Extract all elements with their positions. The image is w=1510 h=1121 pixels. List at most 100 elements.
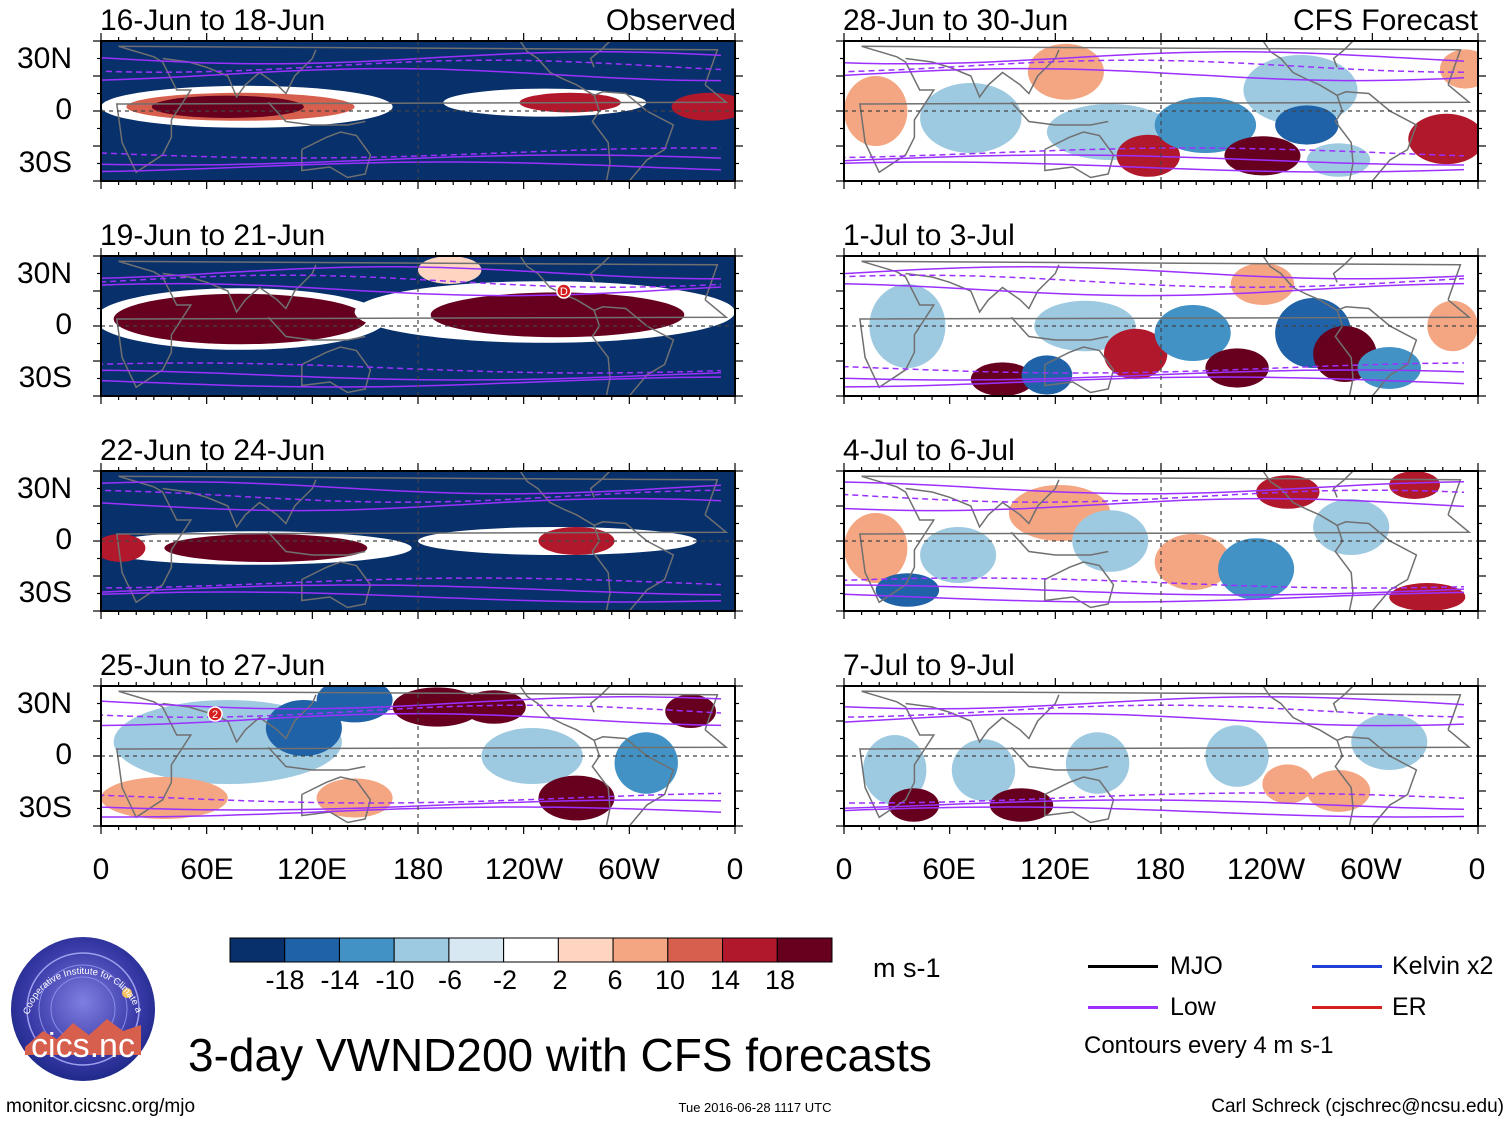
storm-marker-label: D <box>560 286 568 298</box>
coastline <box>162 694 317 744</box>
coastline <box>859 260 1472 389</box>
anomaly-blob <box>1313 499 1390 555</box>
coastline <box>1044 131 1115 179</box>
colorbar-tick: 14 <box>709 965 741 995</box>
coastline <box>905 694 1060 744</box>
colorbar-tick: 2 <box>552 965 568 995</box>
anomaly-blob <box>888 788 940 822</box>
low-contour <box>844 51 1465 65</box>
map-panel-p2 <box>836 33 1486 189</box>
colorbar-tick: -2 <box>492 965 517 995</box>
anomaly-blob <box>1103 328 1168 380</box>
low-contour <box>844 369 1465 381</box>
anomaly-blob <box>1154 305 1231 361</box>
coastline <box>115 475 729 604</box>
coastline <box>1044 776 1115 824</box>
anomaly-blob <box>1224 136 1301 176</box>
low-contour <box>101 362 722 374</box>
colorbar-swatch <box>667 937 724 963</box>
low-contour <box>844 161 1465 173</box>
low-contour <box>844 67 1465 82</box>
low-contour <box>844 792 1465 804</box>
y-tick-30s: 30S <box>18 576 72 609</box>
anomaly-blob <box>265 700 342 756</box>
coastline <box>1332 256 1355 283</box>
low-contour <box>844 712 1465 727</box>
footer-author[interactable]: Carl Schreck (cjschrec@ncsu.edu) <box>1211 1096 1504 1117</box>
low-contour <box>101 266 722 280</box>
low-contour <box>844 497 1465 512</box>
anomaly-blob <box>1021 355 1073 395</box>
low-contour <box>101 704 722 718</box>
low-contour <box>844 147 1465 159</box>
anomaly-blob <box>671 92 735 121</box>
legend-er-line <box>1312 1006 1382 1009</box>
coastline <box>1334 306 1418 396</box>
y-tick-30n: 30N <box>16 42 72 75</box>
low-contour <box>844 266 1465 280</box>
low-contour <box>101 274 722 288</box>
colorbar-swatch <box>448 937 505 963</box>
anomaly-blob <box>1243 55 1358 125</box>
x-tick-60e: 60E <box>180 853 234 886</box>
coastline <box>1332 471 1355 498</box>
coastline <box>1010 746 1109 771</box>
low-contour <box>844 584 1465 596</box>
coastline <box>1334 91 1418 181</box>
colorbar-swatch <box>338 937 395 963</box>
low-contour <box>101 489 722 503</box>
panel-2-period: 28-Jun to 30-Jun <box>843 4 1069 37</box>
low-contour <box>844 489 1465 503</box>
coastline <box>519 471 595 526</box>
low-contour <box>844 274 1465 288</box>
low-contour <box>101 584 722 596</box>
low-contour <box>101 376 722 388</box>
low-contour <box>101 792 722 804</box>
low-contour <box>101 59 722 73</box>
map-panel-p6 <box>836 463 1486 619</box>
low-contour <box>844 154 1464 166</box>
coastline <box>267 531 366 556</box>
anomaly-blob <box>1154 534 1231 590</box>
coastline <box>519 41 595 96</box>
panel-1-source: Observed <box>605 4 736 37</box>
y-tick-eq: 0 <box>55 308 72 341</box>
coastline <box>1334 736 1418 826</box>
coastline <box>1332 686 1355 713</box>
anomaly-blob <box>462 690 526 724</box>
anomaly-blob <box>164 534 368 562</box>
map-panel-p5 <box>93 463 743 619</box>
x-tick-120e: 120E <box>276 853 348 886</box>
legend-kelvin-label: Kelvin x2 <box>1392 952 1494 980</box>
anomaly-blob <box>1218 538 1295 600</box>
low-contour <box>844 704 1465 718</box>
map-panel-p7 <box>93 678 743 834</box>
colorbar-tick: 6 <box>607 965 623 995</box>
coastline <box>591 736 675 826</box>
colorbar-tick: -6 <box>437 965 462 995</box>
contour-note: Contours every 4 m s-1 <box>1084 1032 1334 1059</box>
low-contour <box>101 696 722 710</box>
anomaly-blob <box>844 513 908 583</box>
x-tick-120w: 120W <box>484 853 564 886</box>
low-contour <box>101 51 722 65</box>
y-tick-30n: 30N <box>16 257 72 290</box>
x-tick-0-end: 0 <box>1468 853 1486 886</box>
low-contour <box>844 806 1465 818</box>
anomaly-blob <box>1389 471 1440 499</box>
low-contour <box>844 362 1465 374</box>
coastline <box>267 746 366 771</box>
anomaly-blob <box>151 95 304 119</box>
panel-6-period: 4-Jul to 6-Jul <box>843 434 1015 467</box>
anomaly-blob <box>875 573 940 607</box>
colorbar-swatch <box>229 937 286 963</box>
coastline <box>1010 316 1109 341</box>
coastline <box>1334 521 1418 611</box>
coastline <box>591 306 675 396</box>
anomaly-blob <box>316 686 393 723</box>
anomaly-blob <box>1065 732 1130 794</box>
low-contour <box>101 799 722 811</box>
low-contour <box>844 481 1465 495</box>
footer-url[interactable]: monitor.cicsnc.org/mjo <box>6 1096 196 1117</box>
anomaly-blob <box>1408 113 1478 165</box>
